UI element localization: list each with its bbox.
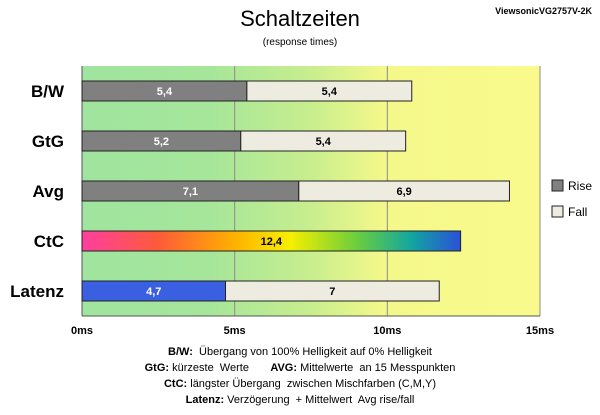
- footnote-key: CtC:: [163, 378, 188, 390]
- x-tick-label: 0ms: [71, 325, 93, 337]
- footnote-text: Übergang von 100% Helligkeit auf 0% Hell…: [192, 346, 432, 358]
- fall-value-label: 5,4: [322, 86, 338, 98]
- chart-subtitle: (response times): [262, 37, 338, 48]
- fall-value-label: 5,4: [316, 136, 332, 148]
- rise-value-label: 12,4: [261, 236, 283, 248]
- legend-fall-swatch: [551, 205, 564, 218]
- category-label: GtG: [32, 132, 64, 151]
- footnote-gtg-avg: GtG: kürzeste Werte AVG: Mittelwerte an …: [0, 360, 600, 376]
- fall-bar: [225, 280, 440, 302]
- legend-rise-label: Rise: [568, 179, 592, 193]
- footnote-text: Verzögerung + Mittelwert Avg rise/fall: [224, 394, 415, 406]
- legend-rise-swatch: [551, 179, 564, 192]
- category-label: Latenz: [10, 282, 64, 301]
- rise-value-label: 7,1: [183, 186, 198, 198]
- footnote-text: Mittelwerte an 15 Messpunkten: [297, 362, 456, 374]
- x-tick-label: 5ms: [224, 325, 246, 337]
- footnote-key: GtG:: [144, 362, 170, 374]
- category-label: B/W: [31, 82, 65, 101]
- rise-bar: [81, 230, 462, 252]
- footnotes: B/W: Übergang von 100% Helligkeit auf 0%…: [0, 344, 600, 408]
- footnote-ctc: CtC: längster Übergang zwischen Mischfar…: [0, 376, 600, 392]
- footnote-key: AVG:: [270, 362, 298, 374]
- fall-bar: [246, 80, 413, 102]
- fall-value-label: 7: [329, 286, 335, 298]
- footnote-key: Latenz:: [185, 394, 225, 406]
- footnote-bw: B/W: Übergang von 100% Helligkeit auf 0%…: [0, 344, 600, 360]
- category-label: Avg: [33, 182, 65, 201]
- x-tick-label: 15ms: [526, 325, 554, 337]
- category-label: CtC: [34, 232, 64, 251]
- rise-value-label: 5,2: [154, 136, 169, 148]
- x-tick-label: 10ms: [373, 325, 401, 337]
- monitor-model-label: ViewsonicVG2757V-2K: [495, 6, 592, 16]
- chart-title: Schaltzeiten: [240, 6, 360, 31]
- footnote-text: kürzeste Werte: [169, 362, 271, 374]
- footnote-key: B/W:: [168, 346, 193, 358]
- rise-value-label: 5,4: [157, 86, 173, 98]
- rise-value-label: 4,7: [146, 286, 161, 298]
- fall-bar: [298, 180, 510, 202]
- footnote-text: längster Übergang zwischen Mischfarben (…: [187, 378, 437, 390]
- fall-value-label: 6,9: [396, 186, 411, 198]
- footnote-latenz: Latenz: Verzögerung + Mittelwert Avg ris…: [0, 392, 600, 408]
- legend-fall-label: Fall: [568, 205, 587, 219]
- fall-bar: [240, 130, 407, 152]
